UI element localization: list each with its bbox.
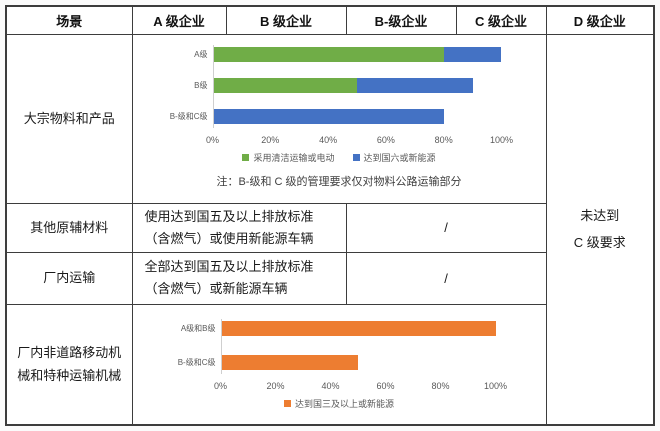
x-axis: 0% 20% 40% 60% 80% 100% (214, 380, 507, 392)
x-axis-tick: 60% (376, 380, 395, 391)
legend-item: 采用清洁运输或电动 (242, 151, 335, 164)
x-axis-tick: 100% (489, 134, 514, 145)
chart-legend: 达到国三及以上或新能源 (133, 397, 546, 410)
enterprise-grade-table: 场景 A 级企业 B 级企业 B-级企业 C 级企业 D 级企业 大宗物料和产品… (5, 5, 655, 427)
requirement-line: （含燃气）或新能源车辆 (144, 281, 288, 297)
plot-area: A级和B级 B-级和C级 (133, 318, 546, 374)
row-other-materials: 其他原辅材料 使用达到国五及以上排放标准 （含燃气）或使用新能源车辆 / (5, 202, 654, 253)
scene-cell-other-materials: 其他原辅材料 (5, 202, 133, 253)
category-label: B-级和C级 (169, 111, 208, 121)
bar-row: B-级和C级 (133, 354, 546, 370)
x-axis-tick: 40% (319, 134, 338, 145)
row-bulk-materials: 大宗物料和产品 A级 B级 B-级和C级 0% 20% 40% 60% 80% 100% 采用清洁… (5, 33, 655, 426)
grade-d-merged-cell: 未达到 C 级要求 (545, 33, 655, 426)
bulk-materials-chart-cell: A级 B级 B-级和C级 0% 20% 40% 60% 80% 100% 采用清洁运输或电动 达到国… (131, 33, 547, 204)
bar-row: B级 (133, 77, 546, 93)
bar-track (220, 354, 496, 370)
bar-segment (357, 77, 473, 93)
legend-label: 达到国三及以上或新能源 (294, 398, 394, 409)
y-axis-line (212, 44, 214, 128)
header-row: 场景 A 级企业 B 级企业 B-级企业 C 级企业 D 级企业 (5, 5, 655, 35)
bar-row: A级和B级 (133, 320, 546, 336)
bar-track (220, 320, 496, 336)
x-axis-tick: 20% (261, 134, 280, 145)
category-label: A级和B级 (180, 323, 216, 333)
row-nonroad-machinery: 厂内非道路移动机械和特种运输机械 A级和B级 B-级和C级 0% 20% 40% 60% 8… (5, 303, 654, 426)
category-label: B级 (194, 80, 208, 90)
legend-item: 达到国三及以上或新能源 (283, 397, 394, 410)
y-axis-line (220, 318, 222, 374)
bar-track (212, 77, 502, 93)
bar-segment (212, 46, 444, 62)
nonroad-machinery-bar-chart: A级和B级 B-级和C级 0% 20% 40% 60% 80% 100% 达到国三及以上或新能源 (133, 305, 546, 410)
x-axis-tick: 100% (483, 380, 508, 391)
bar-segment (212, 108, 444, 124)
x-axis-tick: 0% (213, 380, 228, 391)
chart-legend: 采用清洁运输或电动 达到国六或新能源 (133, 151, 546, 164)
x-axis-tick: 80% (434, 134, 453, 145)
x-axis-tick: 40% (321, 380, 340, 391)
col-header-scene: 场景 (5, 5, 133, 35)
bar-track (212, 46, 502, 62)
plant-transport-bc-cell: / (345, 251, 547, 305)
col-header-grade-b: B 级企业 (225, 5, 347, 35)
chart-note: 注：B-级和 C 级的管理要求仅对物料公路运输部分 (216, 175, 462, 188)
other-materials-bc-cell: / (345, 202, 547, 253)
nonroad-machinery-chart-cell: A级和B级 B-级和C级 0% 20% 40% 60% 80% 100% 达到国三及以上或新能源 (131, 303, 547, 426)
scene-cell-plant-transport: 厂内运输 (5, 251, 133, 305)
legend-label: 达到国六或新能源 (363, 152, 436, 163)
plot-area: A级 B级 B-级和C级 (133, 44, 546, 128)
bar-segment (443, 46, 502, 62)
requirement-line: 全部达到国五及以上排放标准 (144, 259, 314, 275)
scene-cell-bulk-materials: 大宗物料和产品 (5, 33, 133, 204)
legend-swatch (242, 153, 250, 161)
category-label: B-级和C级 (177, 357, 216, 367)
col-header-grade-c: C 级企业 (455, 5, 547, 35)
x-axis-tick: 80% (431, 380, 450, 391)
x-axis-tick: 60% (376, 134, 395, 145)
bar-row: A级 (133, 46, 546, 62)
grade-d-text-line2: C 级要求 (573, 235, 626, 251)
legend-swatch (352, 153, 360, 161)
legend-item: 达到国六或新能源 (352, 151, 436, 164)
bar-segment (220, 354, 358, 370)
bar-track (212, 108, 502, 124)
requirement-line: 使用达到国五及以上排放标准 (144, 208, 314, 224)
x-axis: 0% 20% 40% 60% 80% 100% (206, 134, 513, 146)
bar-segment (220, 320, 496, 336)
category-label: A级 (194, 49, 208, 59)
legend-swatch (283, 399, 291, 407)
x-axis-tick: 20% (266, 380, 285, 391)
col-header-grade-d: D 级企业 (545, 5, 655, 35)
other-materials-requirement-cell: 使用达到国五及以上排放标准 （含燃气）或使用新能源车辆 (131, 202, 347, 253)
bar-segment (212, 77, 357, 93)
bulk-materials-stacked-bar-chart: A级 B级 B-级和C级 0% 20% 40% 60% 80% 100% 采用清洁运输或电动 达到国… (133, 35, 546, 189)
requirement-line: （含燃气）或使用新能源车辆 (144, 230, 314, 246)
col-header-grade-b-minus: B-级企业 (345, 5, 457, 35)
scene-cell-nonroad-machinery: 厂内非道路移动机械和特种运输机械 (5, 303, 133, 426)
x-axis-tick: 0% (205, 134, 220, 145)
row-plant-transport: 厂内运输 全部达到国五及以上排放标准 （含燃气）或新能源车辆 / (5, 251, 654, 305)
legend-label: 采用清洁运输或电动 (253, 152, 335, 163)
grade-d-text-line1: 未达到 (580, 208, 620, 224)
bar-row: B-级和C级 (133, 108, 546, 124)
col-header-grade-a: A 级企业 (131, 5, 227, 35)
plant-transport-requirement-cell: 全部达到国五及以上排放标准 （含燃气）或新能源车辆 (131, 251, 347, 305)
